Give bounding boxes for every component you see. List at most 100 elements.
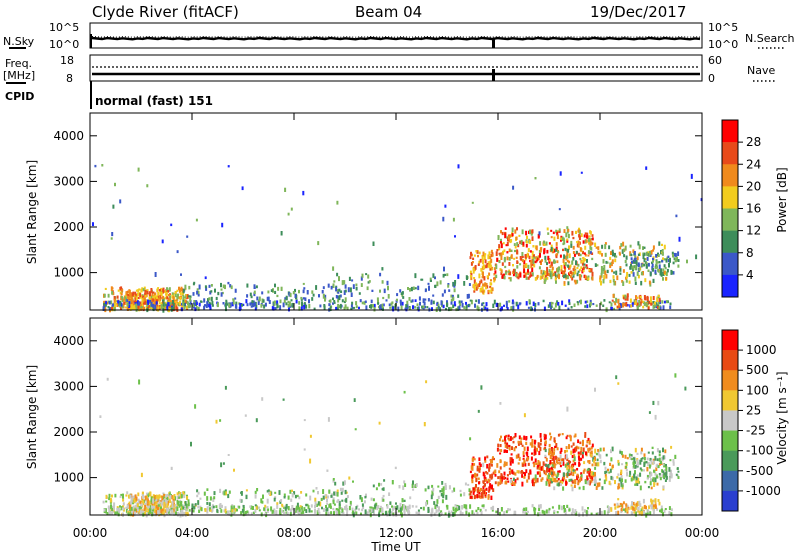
velocity-echo-cell xyxy=(441,499,444,504)
power-ytick-label: 2000 xyxy=(53,220,84,234)
velocity-echo-cell xyxy=(544,448,547,453)
velocity-echo-cell xyxy=(170,507,173,511)
power-echo-cell xyxy=(378,305,380,309)
velocity-echo-cell xyxy=(446,505,449,510)
power-echo-cell xyxy=(668,262,670,268)
velocity-echo-cell xyxy=(114,511,117,516)
velocity-echo-cell xyxy=(427,485,430,490)
power-echo-cell xyxy=(622,248,625,253)
power-echo-cell xyxy=(445,307,447,311)
velocity-echo-cell xyxy=(503,461,506,465)
power-echo-cell xyxy=(476,250,479,254)
power-echo-cell xyxy=(482,251,485,257)
velocity-echo-cell xyxy=(403,504,406,509)
velocity-echo-cell xyxy=(473,463,476,466)
power-echo-cell xyxy=(543,306,546,311)
power-echo-cell xyxy=(514,249,516,253)
velocity-echo-cell xyxy=(663,456,666,460)
velocity-echo-cell xyxy=(108,511,111,515)
power-echo-cell xyxy=(287,303,290,308)
velocity-echo-cell xyxy=(561,433,564,436)
power-echo-cell xyxy=(203,305,206,310)
power-echo-cell xyxy=(261,298,264,303)
power-echo-cell xyxy=(576,272,579,277)
velocity-echo-cell xyxy=(557,433,560,437)
power-echo-cell xyxy=(280,286,283,291)
power-echo-cell xyxy=(646,295,649,301)
power-echo-cell xyxy=(527,276,530,280)
power-echo-cell xyxy=(122,299,125,302)
power-echo-cell xyxy=(547,272,550,276)
power-echo-cell xyxy=(517,304,520,310)
power-echo-cell xyxy=(277,305,280,308)
velocity-echo-cell xyxy=(500,435,502,439)
power-echo-cell xyxy=(566,251,569,256)
velocity-echo-cell xyxy=(477,477,480,480)
power-echo-cell xyxy=(336,306,339,310)
velocity-echo-cell xyxy=(529,469,532,474)
velocity-echo-cell xyxy=(499,444,502,448)
velocity-echo-cell xyxy=(664,479,667,482)
power-echo-cell xyxy=(437,303,440,306)
velocity-echo-cell xyxy=(629,470,632,475)
velocity-echo-cell xyxy=(184,501,187,506)
power-echo-cell xyxy=(550,301,553,306)
velocity-echo-cell xyxy=(550,466,553,470)
velocity-echo-cell xyxy=(647,509,650,513)
velocity-echo-cell xyxy=(537,442,540,448)
velocity-echo-cell xyxy=(276,504,279,509)
velocity-echo-cell xyxy=(473,512,476,516)
power-echo-cell xyxy=(633,258,636,262)
velocity-echo-cell xyxy=(344,489,347,495)
velocity-echo-cell xyxy=(274,496,277,499)
velocity-echo-cell xyxy=(558,504,561,510)
power-echo-cell xyxy=(347,287,350,293)
power-echo-cell xyxy=(568,299,571,303)
velocity-echo-cell xyxy=(665,464,667,468)
velocity-echo-cell xyxy=(641,457,644,460)
velocity-echo-cell xyxy=(393,505,396,510)
power-echo-cell xyxy=(588,237,590,242)
power-echo-cell xyxy=(253,290,256,294)
velocity-echo-cell xyxy=(220,509,223,513)
velocity-echo-cell xyxy=(492,505,495,510)
power-echo-cell xyxy=(570,240,573,245)
power-echo-cell xyxy=(186,235,189,238)
velocity-echo-cell xyxy=(634,470,636,475)
power-echo-cell xyxy=(186,305,189,309)
power-echo-cell xyxy=(531,263,534,266)
velocity-echo-cell xyxy=(534,474,537,480)
velocity-echo-cell xyxy=(108,508,111,514)
velocity-echo-cell xyxy=(370,508,373,513)
power-echo-cell xyxy=(601,244,604,249)
power-echo-cell xyxy=(343,290,346,295)
velocity-echo-cell xyxy=(635,476,638,481)
power-echo-cell xyxy=(515,301,518,307)
power-echo-cell xyxy=(632,249,635,253)
velocity-echo-cell xyxy=(546,465,549,469)
velocity-echo-cell xyxy=(382,512,384,515)
power-echo-cell xyxy=(525,263,528,268)
power-echo-cell xyxy=(337,303,340,308)
power-echo-cell xyxy=(332,266,335,271)
velocity-echo-cell xyxy=(551,464,554,468)
velocity-echo-cell xyxy=(585,444,588,448)
power-echo-cell xyxy=(174,293,177,298)
power-echo-cell xyxy=(658,264,661,270)
power-echo-cell xyxy=(539,275,542,280)
power-echo-cell xyxy=(560,238,562,242)
velocity-echo-cell xyxy=(597,450,600,456)
velocity-echo-cell xyxy=(561,481,564,485)
power-echo-cell xyxy=(591,257,594,261)
power-echo-cell xyxy=(184,284,187,290)
velocity-colorbar-cell xyxy=(722,370,738,391)
power-echo-cell xyxy=(570,243,573,248)
velocity-echo-cell xyxy=(569,460,572,464)
velocity-echo-cell xyxy=(574,479,577,484)
power-echo-cell xyxy=(506,256,509,261)
velocity-echo-cell xyxy=(482,505,485,509)
velocity-echo-cell xyxy=(526,456,529,461)
velocity-echo-cell xyxy=(513,482,516,486)
power-echo-cell xyxy=(216,302,219,308)
power-echo-cell xyxy=(155,295,158,298)
